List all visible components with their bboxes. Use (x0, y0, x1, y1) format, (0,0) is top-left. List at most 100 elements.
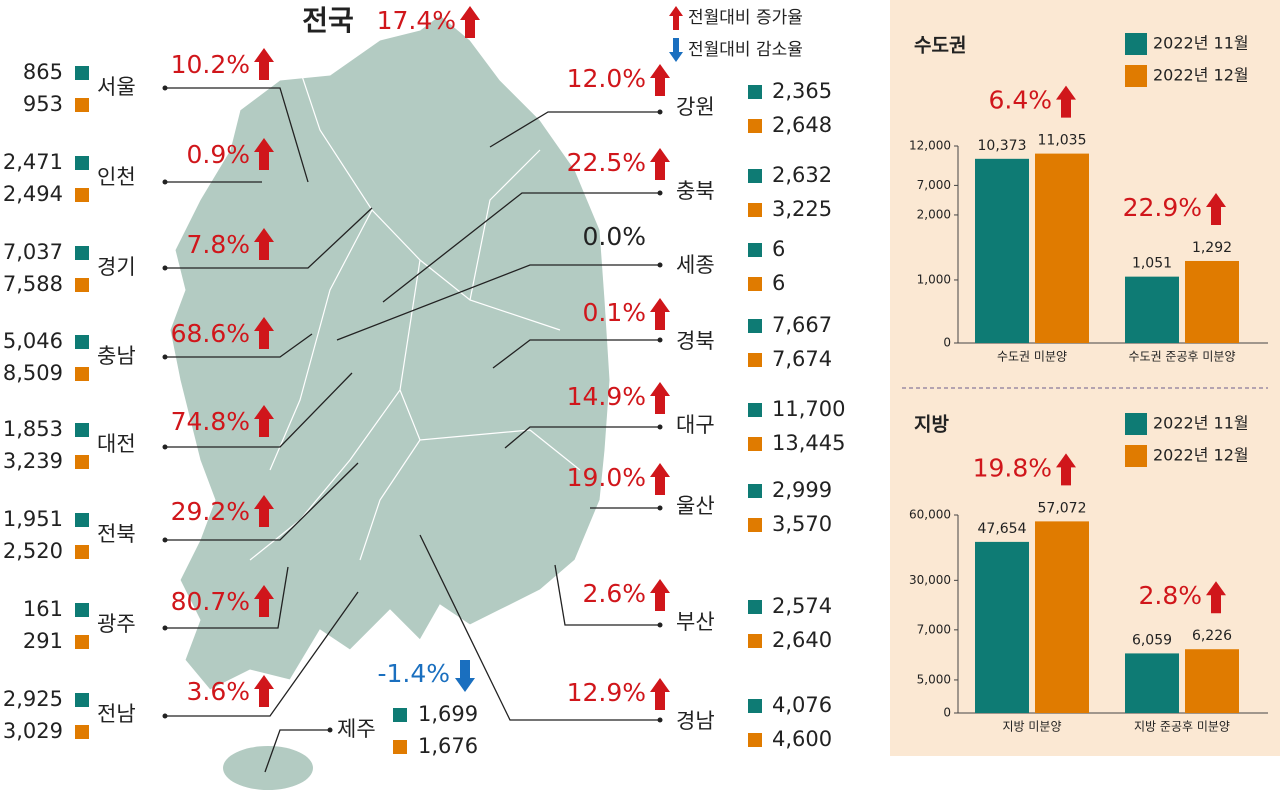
region-change: 29.2% (171, 497, 250, 526)
region-count: 953 (23, 92, 63, 116)
bar-value-label: 1,292 (1192, 240, 1232, 256)
series-swatch (748, 699, 762, 713)
x-tick-label: 지방 준공후 미분양 (1134, 720, 1230, 734)
region-count: 7,667 (772, 313, 832, 337)
series-swatch (748, 634, 762, 648)
leader-line (492, 339, 660, 369)
series-swatch (748, 169, 762, 183)
leader-line (264, 729, 330, 773)
region-count: 2,365 (772, 79, 832, 103)
legend-label: 2022년 12월 (1153, 66, 1249, 85)
region-count: 1,951 (3, 507, 63, 531)
region-count: 7,674 (772, 347, 832, 371)
leader-dot (657, 622, 663, 628)
series-swatch (393, 740, 407, 754)
legend-swatch (1125, 445, 1147, 467)
region-count: 2,648 (772, 113, 832, 137)
region-count: 7,037 (3, 240, 63, 264)
series-swatch (748, 484, 762, 498)
leader-dot (162, 265, 168, 271)
bar (1185, 649, 1239, 713)
region-count: 291 (23, 629, 63, 653)
national-name: 전국 (302, 4, 354, 37)
region-count: 2,494 (3, 182, 63, 206)
chart-title: 지방 (914, 414, 949, 436)
region-change: 0.0% (582, 222, 646, 251)
legend-down-arrow (669, 38, 683, 62)
change-arrow (1206, 192, 1226, 225)
leader-dot (162, 713, 168, 719)
y-tick-label: 0 (943, 706, 951, 720)
region-count: 2,640 (772, 628, 832, 652)
region-name: 제주 (337, 717, 376, 741)
series-swatch (748, 600, 762, 614)
region-name: 울산 (676, 494, 715, 518)
series-swatch (75, 513, 89, 527)
series-swatch (75, 98, 89, 112)
leader-line (165, 207, 373, 269)
series-swatch (748, 203, 762, 217)
series-swatch (748, 119, 762, 133)
change-arrow (460, 6, 480, 38)
x-tick-label: 수도권 미분양 (997, 350, 1067, 364)
series-swatch (748, 733, 762, 747)
bar-value-label: 47,654 (978, 521, 1027, 537)
region-count: 161 (23, 597, 63, 621)
series-swatch (75, 188, 89, 202)
bar (1125, 276, 1179, 343)
region-change: 68.6% (171, 319, 250, 348)
legend-label: 2022년 12월 (1153, 446, 1249, 465)
change-arrow (455, 660, 475, 692)
leader-dot (162, 537, 168, 543)
leader-line (554, 564, 660, 626)
leader-line (165, 87, 309, 183)
change-arrow (650, 463, 670, 495)
region-count: 1,853 (3, 417, 63, 441)
leader-dot (657, 190, 663, 196)
leader-dot (162, 625, 168, 631)
region-name: 충남 (97, 344, 136, 368)
legend-swatch (1125, 33, 1147, 55)
region-count: 2,574 (772, 594, 832, 618)
region-count: 2,925 (3, 687, 63, 711)
bar-value-label: 11,035 (1038, 133, 1087, 149)
region-name: 대전 (97, 432, 136, 456)
series-swatch (748, 437, 762, 451)
series-swatch (75, 725, 89, 739)
region-count: 8,509 (3, 361, 63, 385)
korea-map (169, 14, 611, 691)
change-arrow (650, 64, 670, 96)
region-name: 부산 (676, 610, 715, 634)
series-swatch (75, 423, 89, 437)
group-change: 2.8% (1138, 581, 1202, 610)
leader-line (165, 591, 359, 717)
legend-swatch (1125, 413, 1147, 435)
region-count: 3,225 (772, 197, 832, 221)
bar (1185, 260, 1239, 343)
series-swatch (75, 635, 89, 649)
series-swatch (748, 353, 762, 367)
region-change: 2.6% (582, 579, 646, 608)
y-tick-label: 60,000 (909, 508, 951, 522)
leader-line (165, 333, 313, 358)
change-arrow (650, 148, 670, 180)
region-count: 2,999 (772, 478, 832, 502)
series-swatch (75, 335, 89, 349)
change-arrow (254, 48, 274, 80)
chart-title: 수도권 (914, 35, 966, 57)
legend-swatch (1125, 65, 1147, 87)
region-change: 10.2% (171, 50, 250, 79)
leader-line (165, 372, 353, 448)
region-count: 7,588 (3, 272, 63, 296)
series-swatch (75, 246, 89, 260)
region-count: 13,445 (772, 431, 845, 455)
leader-line (419, 534, 660, 721)
region-change: 12.9% (567, 678, 646, 707)
y-tick-label: 12,000 (909, 139, 951, 153)
bar (975, 158, 1029, 343)
region-count: 3,570 (772, 512, 832, 536)
leader-line (165, 462, 359, 541)
region-change: 0.1% (582, 298, 646, 327)
leader-dot (657, 424, 663, 430)
